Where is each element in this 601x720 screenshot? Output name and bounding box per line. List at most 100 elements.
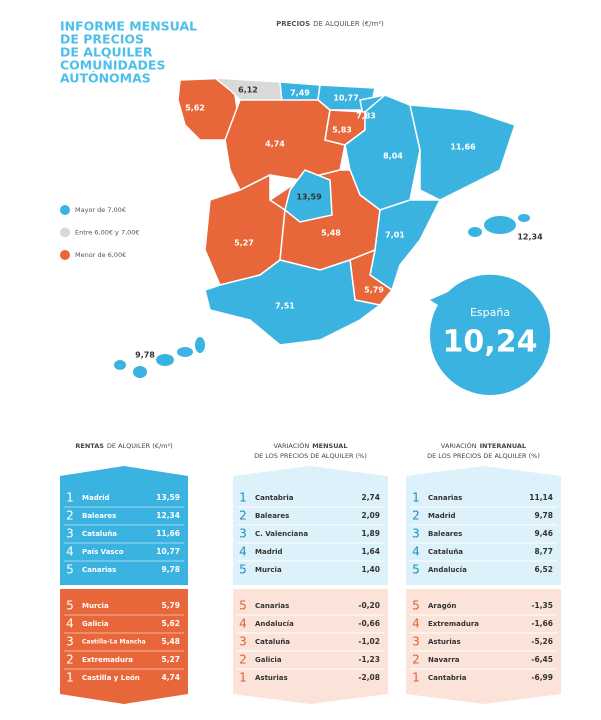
- value: 9,46: [534, 529, 553, 538]
- tables: RENTAS DE ALQUILER (€/m²) 1 Madrid 13,59 2 Bal…: [60, 441, 561, 704]
- rank: 4: [239, 545, 247, 559]
- spain-label: España: [470, 306, 510, 319]
- region-name: Canarias: [82, 566, 116, 574]
- region-name: Extremadura: [428, 620, 479, 628]
- bottom-block: [406, 589, 561, 704]
- rank: 1: [239, 671, 247, 685]
- value: 6,52: [534, 565, 553, 574]
- value: 5,79: [161, 601, 180, 610]
- baleares: [518, 214, 530, 222]
- map-title: PRECIOS DE ALQUILER (€/m²): [276, 20, 384, 28]
- region-name: Castilla-La Mancha: [82, 639, 146, 646]
- region-name: Madrid: [82, 494, 110, 502]
- map-title-bold: PRECIOS: [276, 20, 310, 28]
- legend: Mayor de 7,00€ Entre 6,00€ y 7,00€ Menor d…: [60, 205, 140, 260]
- value: 4,74: [161, 673, 180, 682]
- rank: 4: [239, 617, 247, 631]
- region-name: Andalucía: [428, 566, 467, 574]
- rank: 4: [66, 617, 74, 631]
- value: -2,08: [358, 673, 380, 682]
- rank: 5: [412, 599, 420, 613]
- title-pre: VARIACIÓN: [274, 441, 310, 450]
- map-label: 5,27: [234, 239, 254, 248]
- title-bold: MENSUAL: [312, 442, 347, 450]
- region-name: Andalucía: [255, 620, 294, 628]
- region-name: Cantabria: [428, 674, 467, 682]
- map-label: 5,83: [332, 126, 352, 135]
- value: 5,48: [161, 637, 180, 646]
- rank: 2: [412, 509, 420, 523]
- map-label: 7,01: [385, 231, 405, 240]
- value: 2,74: [361, 493, 380, 502]
- map: [114, 77, 530, 378]
- value: -1,35: [531, 601, 553, 610]
- legend-swatch: [60, 227, 70, 238]
- rank: 1: [239, 491, 247, 505]
- map-labels: 6,12 7,49 10,77 5,62 7,83 5,83 4,74 8,04 11,66 13…: [135, 86, 543, 360]
- rank: 3: [239, 635, 247, 649]
- value: -1,23: [358, 655, 380, 664]
- value: 13,59: [156, 493, 180, 502]
- canarias: [177, 347, 193, 357]
- baleares: [468, 227, 482, 237]
- title-bold: INTERANUAL: [480, 442, 526, 450]
- region-name: Cantabria: [255, 494, 294, 502]
- region-name: Murcia: [82, 602, 109, 610]
- value: 5,27: [161, 655, 180, 664]
- value: 1,64: [361, 547, 380, 556]
- title-line: INFORME MENSUAL: [60, 19, 197, 34]
- value: -1,66: [531, 619, 553, 628]
- value: 8,77: [534, 547, 553, 556]
- map-title-rest: DE ALQUILER (€/m²): [313, 20, 384, 28]
- value: -6,99: [531, 673, 553, 682]
- canarias: [114, 360, 126, 370]
- table-title-2: DE LOS PRECIOS DE ALQUILER (%): [427, 452, 540, 460]
- map-label: 4,74: [265, 140, 285, 149]
- legend-swatch: [60, 250, 70, 260]
- map-label: 5,62: [185, 104, 205, 113]
- value: 1,89: [361, 529, 380, 538]
- rank: 2: [412, 653, 420, 667]
- table-title: VARIACIÓN INTERANUAL: [441, 441, 526, 450]
- region-name: C. Valenciana: [255, 530, 308, 538]
- title-line: DE PRECIOS: [60, 32, 144, 47]
- rank: 1: [412, 491, 420, 505]
- map-label: 7,51: [275, 302, 295, 311]
- region-name: Canarias: [428, 494, 462, 502]
- madrid: [284, 169, 333, 223]
- rank: 2: [66, 653, 74, 667]
- region-name: Madrid: [255, 548, 283, 556]
- region-name: Cataluña: [428, 548, 463, 556]
- canarias: [133, 366, 147, 378]
- map-label: 9,78: [135, 351, 155, 360]
- rank: 1: [66, 671, 74, 685]
- region-name: Asturias: [428, 638, 461, 646]
- rank: 2: [239, 653, 247, 667]
- region-name: Baleares: [428, 530, 462, 538]
- legend-label: Mayor de 7,00€: [75, 206, 126, 214]
- title-post: DE ALQUILER (€/m²): [107, 442, 173, 450]
- rank: 2: [66, 509, 74, 523]
- title-line: AUTÓNOMAS: [60, 71, 151, 86]
- value: -5,26: [531, 637, 553, 646]
- table-title: VARIACIÓN MENSUAL: [274, 441, 348, 450]
- rank: 3: [412, 635, 420, 649]
- region-name: Murcia: [255, 566, 282, 574]
- bottom-block: [60, 589, 188, 704]
- map-label: 7,49: [290, 89, 310, 98]
- rank: 4: [412, 545, 420, 559]
- value: -0,66: [358, 619, 380, 628]
- title-bold: RENTAS: [75, 442, 104, 450]
- baleares: [484, 216, 516, 234]
- region-name: País Vasco: [82, 548, 124, 556]
- rank: 3: [66, 527, 74, 541]
- region-name: Castilla y León: [82, 674, 140, 682]
- value: 2,09: [361, 511, 380, 520]
- title-pre: VARIACIÓN: [441, 441, 477, 450]
- andalucia: [204, 258, 382, 346]
- rank: 5: [239, 563, 247, 577]
- region-name: Cataluña: [255, 638, 290, 646]
- rank: 5: [66, 563, 74, 577]
- legend-label: Menor de 6,00€: [75, 251, 126, 259]
- value: 12,34: [156, 511, 180, 520]
